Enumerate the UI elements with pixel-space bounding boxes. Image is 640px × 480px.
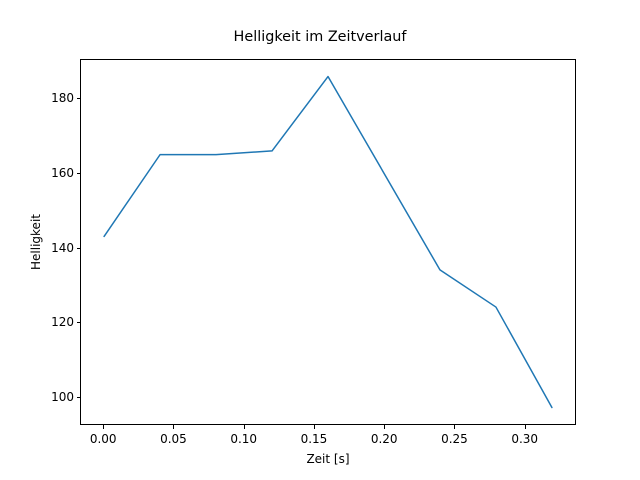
line-series-path (103, 75, 553, 409)
y-tick-mark (76, 322, 80, 324)
x-tick-mark (524, 425, 526, 429)
plot-area (80, 59, 576, 425)
y-tick-label: 180 (51, 91, 74, 106)
y-tick-mark (76, 397, 80, 399)
x-tick-label: 0.10 (230, 432, 258, 446)
x-tick-mark (313, 425, 315, 429)
y-tick-mark (76, 247, 80, 249)
x-tick-label: 0.25 (441, 432, 468, 446)
x-tick-label: 0.20 (370, 432, 398, 446)
y-tick-label: 160 (51, 165, 74, 180)
x-axis-label: Zeit [s] (306, 452, 350, 466)
line-series-svg (103, 75, 553, 409)
x-tick-mark (243, 425, 245, 429)
y-tick-label: 140 (51, 240, 74, 255)
y-tick-label: 100 (51, 390, 74, 405)
y-axis-label: Helligkeit (29, 214, 43, 270)
x-tick-label: 0.05 (160, 432, 187, 446)
x-tick-mark (173, 425, 175, 429)
x-tick-mark (384, 425, 386, 429)
x-tick-mark (103, 425, 105, 429)
chart-title: Helligkeit im Zeitverlauf (233, 29, 407, 45)
y-tick-mark (76, 98, 80, 100)
y-tick-mark (76, 172, 80, 174)
x-tick-label: 0.30 (511, 432, 539, 446)
x-tick-mark (454, 425, 456, 429)
x-tick-label: 0.15 (300, 432, 328, 446)
x-tick-label: 0.00 (89, 432, 117, 446)
y-tick-label: 120 (51, 315, 74, 330)
